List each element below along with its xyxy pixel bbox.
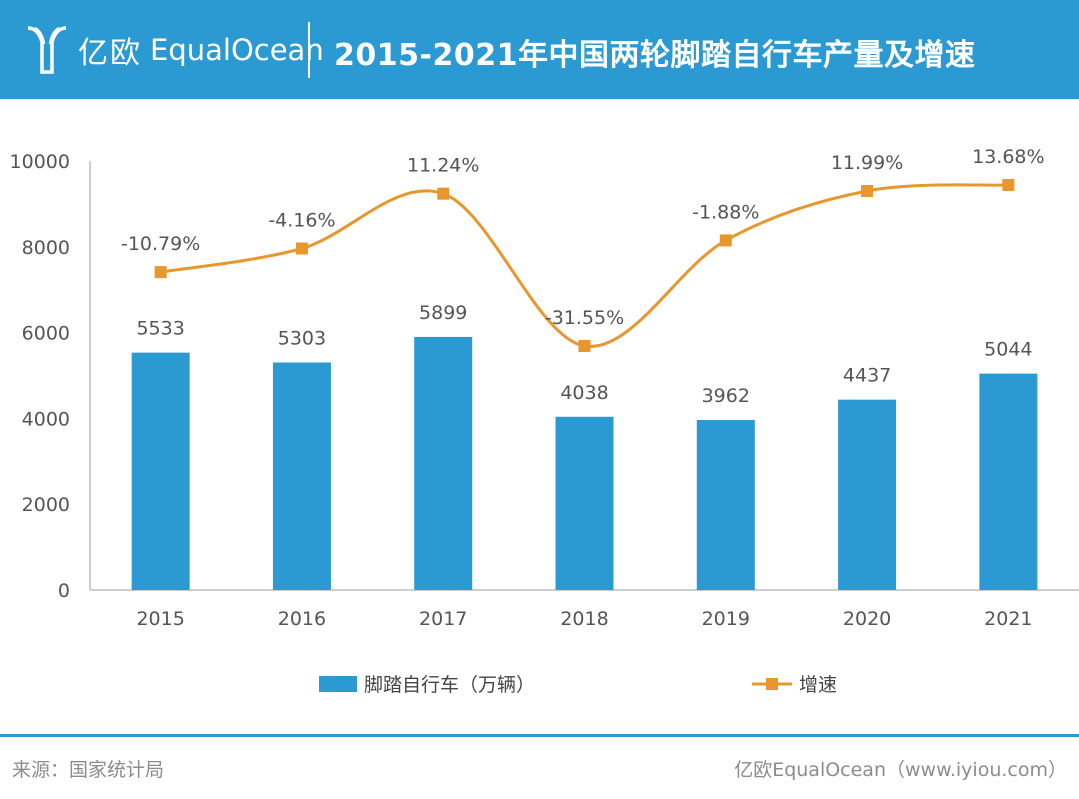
- y-tick-label: 8000: [22, 237, 70, 259]
- growth-value-label: -1.88%: [692, 201, 759, 223]
- bar-value-label: 5044: [984, 339, 1032, 361]
- y-tick-label: 2000: [22, 494, 70, 516]
- bar-value-label: 5899: [419, 302, 467, 324]
- bar-value-label: 4437: [843, 365, 891, 387]
- growth-value-label: -10.79%: [121, 233, 200, 255]
- x-tick-label: 2016: [278, 608, 326, 630]
- y-tick-label: 6000: [22, 323, 70, 345]
- growth-value-label: 11.99%: [831, 152, 903, 174]
- page-title: 2015-2021年中国两轮脚踏自行车产量及增速: [334, 38, 976, 73]
- x-tick-label: 2017: [419, 608, 467, 630]
- bar: [838, 399, 897, 590]
- bar: [272, 362, 331, 590]
- combo-chart: 0 2000 4000 6000 8000 10000 2015 2016 2017 2018 20…: [10, 146, 1079, 696]
- legend-line-marker: [766, 678, 778, 690]
- bar-value-label: 5303: [278, 328, 326, 350]
- footer-rule: [0, 734, 1079, 737]
- legend-line-label: 增速: [799, 674, 837, 696]
- growth-point: [719, 234, 732, 247]
- bar: [696, 420, 755, 590]
- x-tick-label: 2021: [984, 608, 1032, 630]
- growth-value-label: -4.16%: [268, 210, 335, 232]
- growth-point: [437, 187, 450, 200]
- y-tick-label: 4000: [22, 408, 70, 430]
- bar: [979, 373, 1038, 590]
- logo: 亿欧 EqualOcean: [26, 22, 324, 78]
- logo-en-text: EqualOcean: [150, 33, 324, 67]
- growth-point: [295, 242, 308, 255]
- bar: [131, 352, 190, 590]
- header-banner: 亿欧 EqualOcean 2015-2021年中国两轮脚踏自行车产量及增速: [0, 0, 1079, 99]
- x-tick-label: 2019: [702, 608, 750, 630]
- x-tick-label: 2020: [843, 608, 891, 630]
- bar: [555, 416, 614, 590]
- bar-value-label: 3962: [702, 385, 750, 407]
- legend-bar-swatch: [319, 676, 357, 692]
- growth-value-label: 11.24%: [407, 155, 479, 177]
- legend-bar-label: 脚踏自行车（万辆）: [364, 674, 535, 696]
- growth-point: [861, 185, 874, 198]
- growth-point: [154, 266, 167, 279]
- bar-value-label: 4038: [560, 382, 608, 404]
- growth-point: [1002, 179, 1015, 191]
- y-tick-label: 0: [58, 580, 70, 602]
- growth-value-label: 13.68%: [972, 146, 1044, 168]
- growth-point: [578, 340, 591, 352]
- equalocean-logo-icon: [27, 26, 67, 74]
- header-divider: [308, 22, 310, 78]
- bar-value-label: 5533: [136, 318, 184, 340]
- x-tick-label: 2015: [136, 608, 184, 630]
- growth-value-label: -31.55%: [545, 307, 624, 329]
- logo-cn-text: 亿欧: [78, 36, 142, 71]
- bar: [414, 336, 473, 590]
- y-tick-label: 10000: [10, 151, 70, 173]
- x-tick-label: 2018: [560, 608, 608, 630]
- credit-note: 亿欧EqualOcean（www.iyiou.com）: [734, 759, 1067, 781]
- source-note: 来源：国家统计局: [12, 759, 165, 781]
